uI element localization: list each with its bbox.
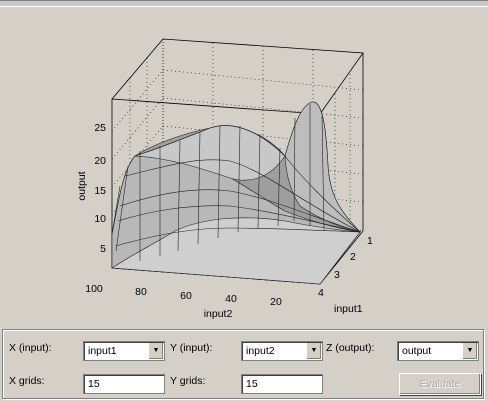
- y-tick: 4: [318, 287, 324, 299]
- z-output-select[interactable]: output ▼: [397, 341, 479, 361]
- x-input-value: input1: [88, 345, 117, 357]
- z-output-value: output: [402, 345, 432, 357]
- surface-plot-svg: 5 10 15 20 25 output 100 80 60 40 20 inp…: [76, 38, 373, 320]
- x-input-label: X (input):: [9, 342, 52, 354]
- chevron-down-icon[interactable]: ▼: [462, 343, 477, 359]
- y-input-value: input2: [246, 345, 275, 357]
- x-tick: 20: [270, 296, 282, 308]
- x-grids-label: X grids:: [9, 375, 45, 387]
- y-tick: 1: [367, 235, 373, 247]
- z-ticks: 5 10 15 20 25: [94, 122, 106, 255]
- y-grids-field[interactable]: 15: [241, 374, 323, 394]
- z-tick: 10: [94, 213, 106, 225]
- y-input-label: Y (input):: [170, 342, 213, 354]
- chevron-down-icon[interactable]: ▼: [148, 343, 163, 359]
- x-tick: 80: [135, 286, 147, 298]
- z-output-label: Z (output):: [326, 342, 375, 354]
- x-ticks: 100 80 60 40 20: [85, 283, 282, 308]
- chevron-down-icon[interactable]: ▼: [306, 343, 321, 359]
- z-tick: 5: [100, 243, 106, 255]
- y-ticks: 1 2 3 4: [318, 235, 373, 299]
- z-tick: 20: [94, 155, 106, 167]
- x-axis-label: input2: [204, 308, 233, 320]
- x-input-select[interactable]: input1 ▼: [83, 341, 165, 361]
- z-tick: 25: [94, 122, 106, 134]
- x-tick: 40: [225, 293, 237, 305]
- y-grids-label: Y grids:: [170, 375, 206, 387]
- surface-mesh: [111, 101, 361, 285]
- control-panel: X (input): input1 ▼ Y (input): input2 ▼ …: [2, 329, 484, 399]
- x-grids-value: 15: [88, 378, 100, 390]
- evaluate-button[interactable]: Evaluate: [399, 373, 481, 395]
- y-tick: 3: [334, 269, 340, 281]
- y-axis-label: input1: [334, 303, 363, 315]
- x-tick: 60: [180, 290, 192, 302]
- z-axis-label: output: [76, 171, 88, 200]
- y-input-select[interactable]: input2 ▼: [241, 341, 323, 361]
- top-strip: [0, 0, 488, 7]
- x-tick: 100: [85, 283, 103, 295]
- x-grids-field[interactable]: 15: [83, 374, 165, 394]
- y-grids-value: 15: [246, 378, 258, 390]
- y-tick: 2: [350, 251, 356, 263]
- surface-plot: 5 10 15 20 25 output 100 80 60 40 20 inp…: [0, 6, 488, 326]
- z-tick: 15: [94, 185, 106, 197]
